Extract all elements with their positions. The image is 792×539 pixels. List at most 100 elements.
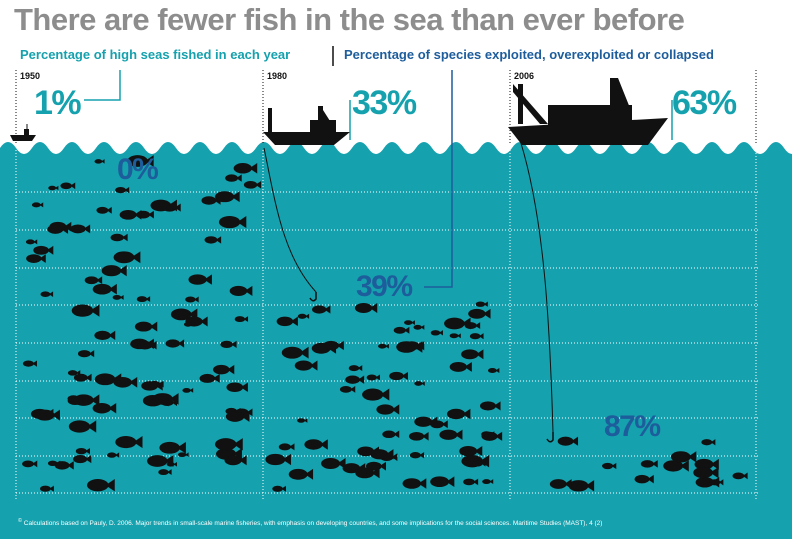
fish-icon — [115, 186, 130, 194]
fish-icon — [402, 478, 427, 489]
year-1980: 1980 — [267, 71, 288, 81]
fish-icon — [225, 174, 242, 182]
fish-icon — [101, 265, 127, 277]
footnote-marker: © — [18, 518, 22, 524]
fishing-line-1980 — [263, 147, 317, 293]
fish-icon — [234, 316, 249, 323]
fish-icon — [215, 191, 240, 203]
fish-icon — [339, 386, 356, 393]
high-seas-connector — [84, 70, 121, 101]
fish-icon — [469, 333, 484, 340]
fish-icon — [312, 305, 331, 314]
sea-area — [0, 142, 792, 539]
fish-icon — [408, 431, 429, 441]
footnote: © Calculations based on Pauly, D. 2006. … — [18, 518, 602, 527]
fish-icon — [354, 303, 378, 313]
fish-icon — [115, 436, 143, 449]
fish-hook-2006 — [546, 432, 554, 443]
fish-icon — [475, 301, 488, 307]
fish-icon — [113, 377, 138, 388]
fish-icon — [482, 479, 494, 485]
boat-2006 — [508, 78, 668, 145]
fish-icon — [459, 445, 483, 457]
fish-icon — [165, 339, 185, 348]
fish-icon — [389, 371, 408, 381]
fish-icon — [25, 239, 38, 245]
fish-icon — [218, 216, 247, 229]
fish-icon — [92, 283, 117, 295]
fish-icon — [35, 409, 60, 421]
fish-icon — [345, 375, 365, 384]
fish-icon — [26, 254, 46, 263]
fish-icon — [54, 461, 74, 470]
fish-icon — [481, 431, 503, 441]
fish-icon — [378, 343, 389, 349]
fish-icon — [152, 393, 179, 405]
fish-icon — [355, 467, 380, 479]
fish-icon — [75, 447, 90, 455]
fish-icon — [709, 479, 724, 486]
fish-icon — [409, 452, 425, 459]
fish-icon — [225, 411, 250, 422]
fish-icon — [188, 274, 212, 285]
fish-icon — [265, 453, 292, 466]
fish-icon — [92, 402, 117, 414]
fish-icon — [487, 367, 500, 374]
fish-icon — [136, 296, 151, 303]
fish-icon — [288, 468, 314, 480]
fish-icon — [204, 236, 222, 244]
fish-icon — [137, 341, 157, 350]
fish-icon — [321, 458, 346, 469]
fish-icon — [663, 460, 689, 472]
fish-icon — [449, 361, 472, 372]
fish-icon — [73, 373, 92, 382]
fish-icon — [84, 276, 103, 285]
fish-icon — [127, 155, 154, 167]
fish-icon — [185, 296, 199, 303]
species-connector-39 — [424, 70, 453, 288]
year-2006: 2006 — [514, 71, 535, 81]
fish-icon — [322, 340, 344, 351]
fish-icon — [183, 322, 195, 327]
fish-icon — [71, 304, 100, 317]
legend-high-seas: Percentage of high seas fished in each y… — [20, 47, 291, 62]
fish-icon — [113, 251, 141, 264]
fish-icon — [94, 330, 116, 341]
fish-icon — [215, 438, 243, 451]
fish-icon — [382, 430, 400, 439]
fish-icon — [449, 333, 461, 339]
fish-icon — [119, 209, 142, 220]
fish-icon — [278, 443, 295, 451]
fish-icon — [276, 316, 298, 327]
fish-icon — [732, 472, 748, 480]
fish-icon — [166, 462, 177, 467]
boat-1950 — [10, 124, 36, 141]
page-title: There are fewer fish in the sea than eve… — [14, 2, 685, 37]
fish-icon — [229, 285, 253, 296]
fish-icon — [430, 330, 443, 336]
species-pct-2006: 87% — [604, 410, 661, 443]
fish-icon — [297, 313, 310, 319]
fish-icon — [414, 381, 425, 386]
fish-icon — [78, 350, 95, 358]
fish-icon — [31, 202, 44, 208]
fish-icon — [366, 374, 380, 381]
fish-icon — [557, 436, 579, 446]
fish-icon — [159, 441, 186, 454]
high-seas-pct-1950: 1% — [34, 84, 82, 122]
fish-icon — [134, 321, 158, 332]
fish-school — [22, 155, 748, 492]
fish-icon — [112, 294, 124, 300]
fish-icon — [549, 479, 572, 489]
footnote-text: Calculations based on Pauly, D. 2006. Ma… — [23, 520, 603, 528]
fish-icon — [233, 163, 258, 174]
fish-icon — [94, 159, 105, 164]
fish-icon — [670, 451, 697, 463]
fish-icon — [468, 308, 491, 319]
fish-icon — [272, 485, 286, 492]
species-pct-1980: 39% — [356, 270, 413, 303]
fish-icon — [404, 320, 415, 325]
fishing-line-2006 — [519, 139, 554, 433]
fish-icon — [461, 349, 484, 360]
